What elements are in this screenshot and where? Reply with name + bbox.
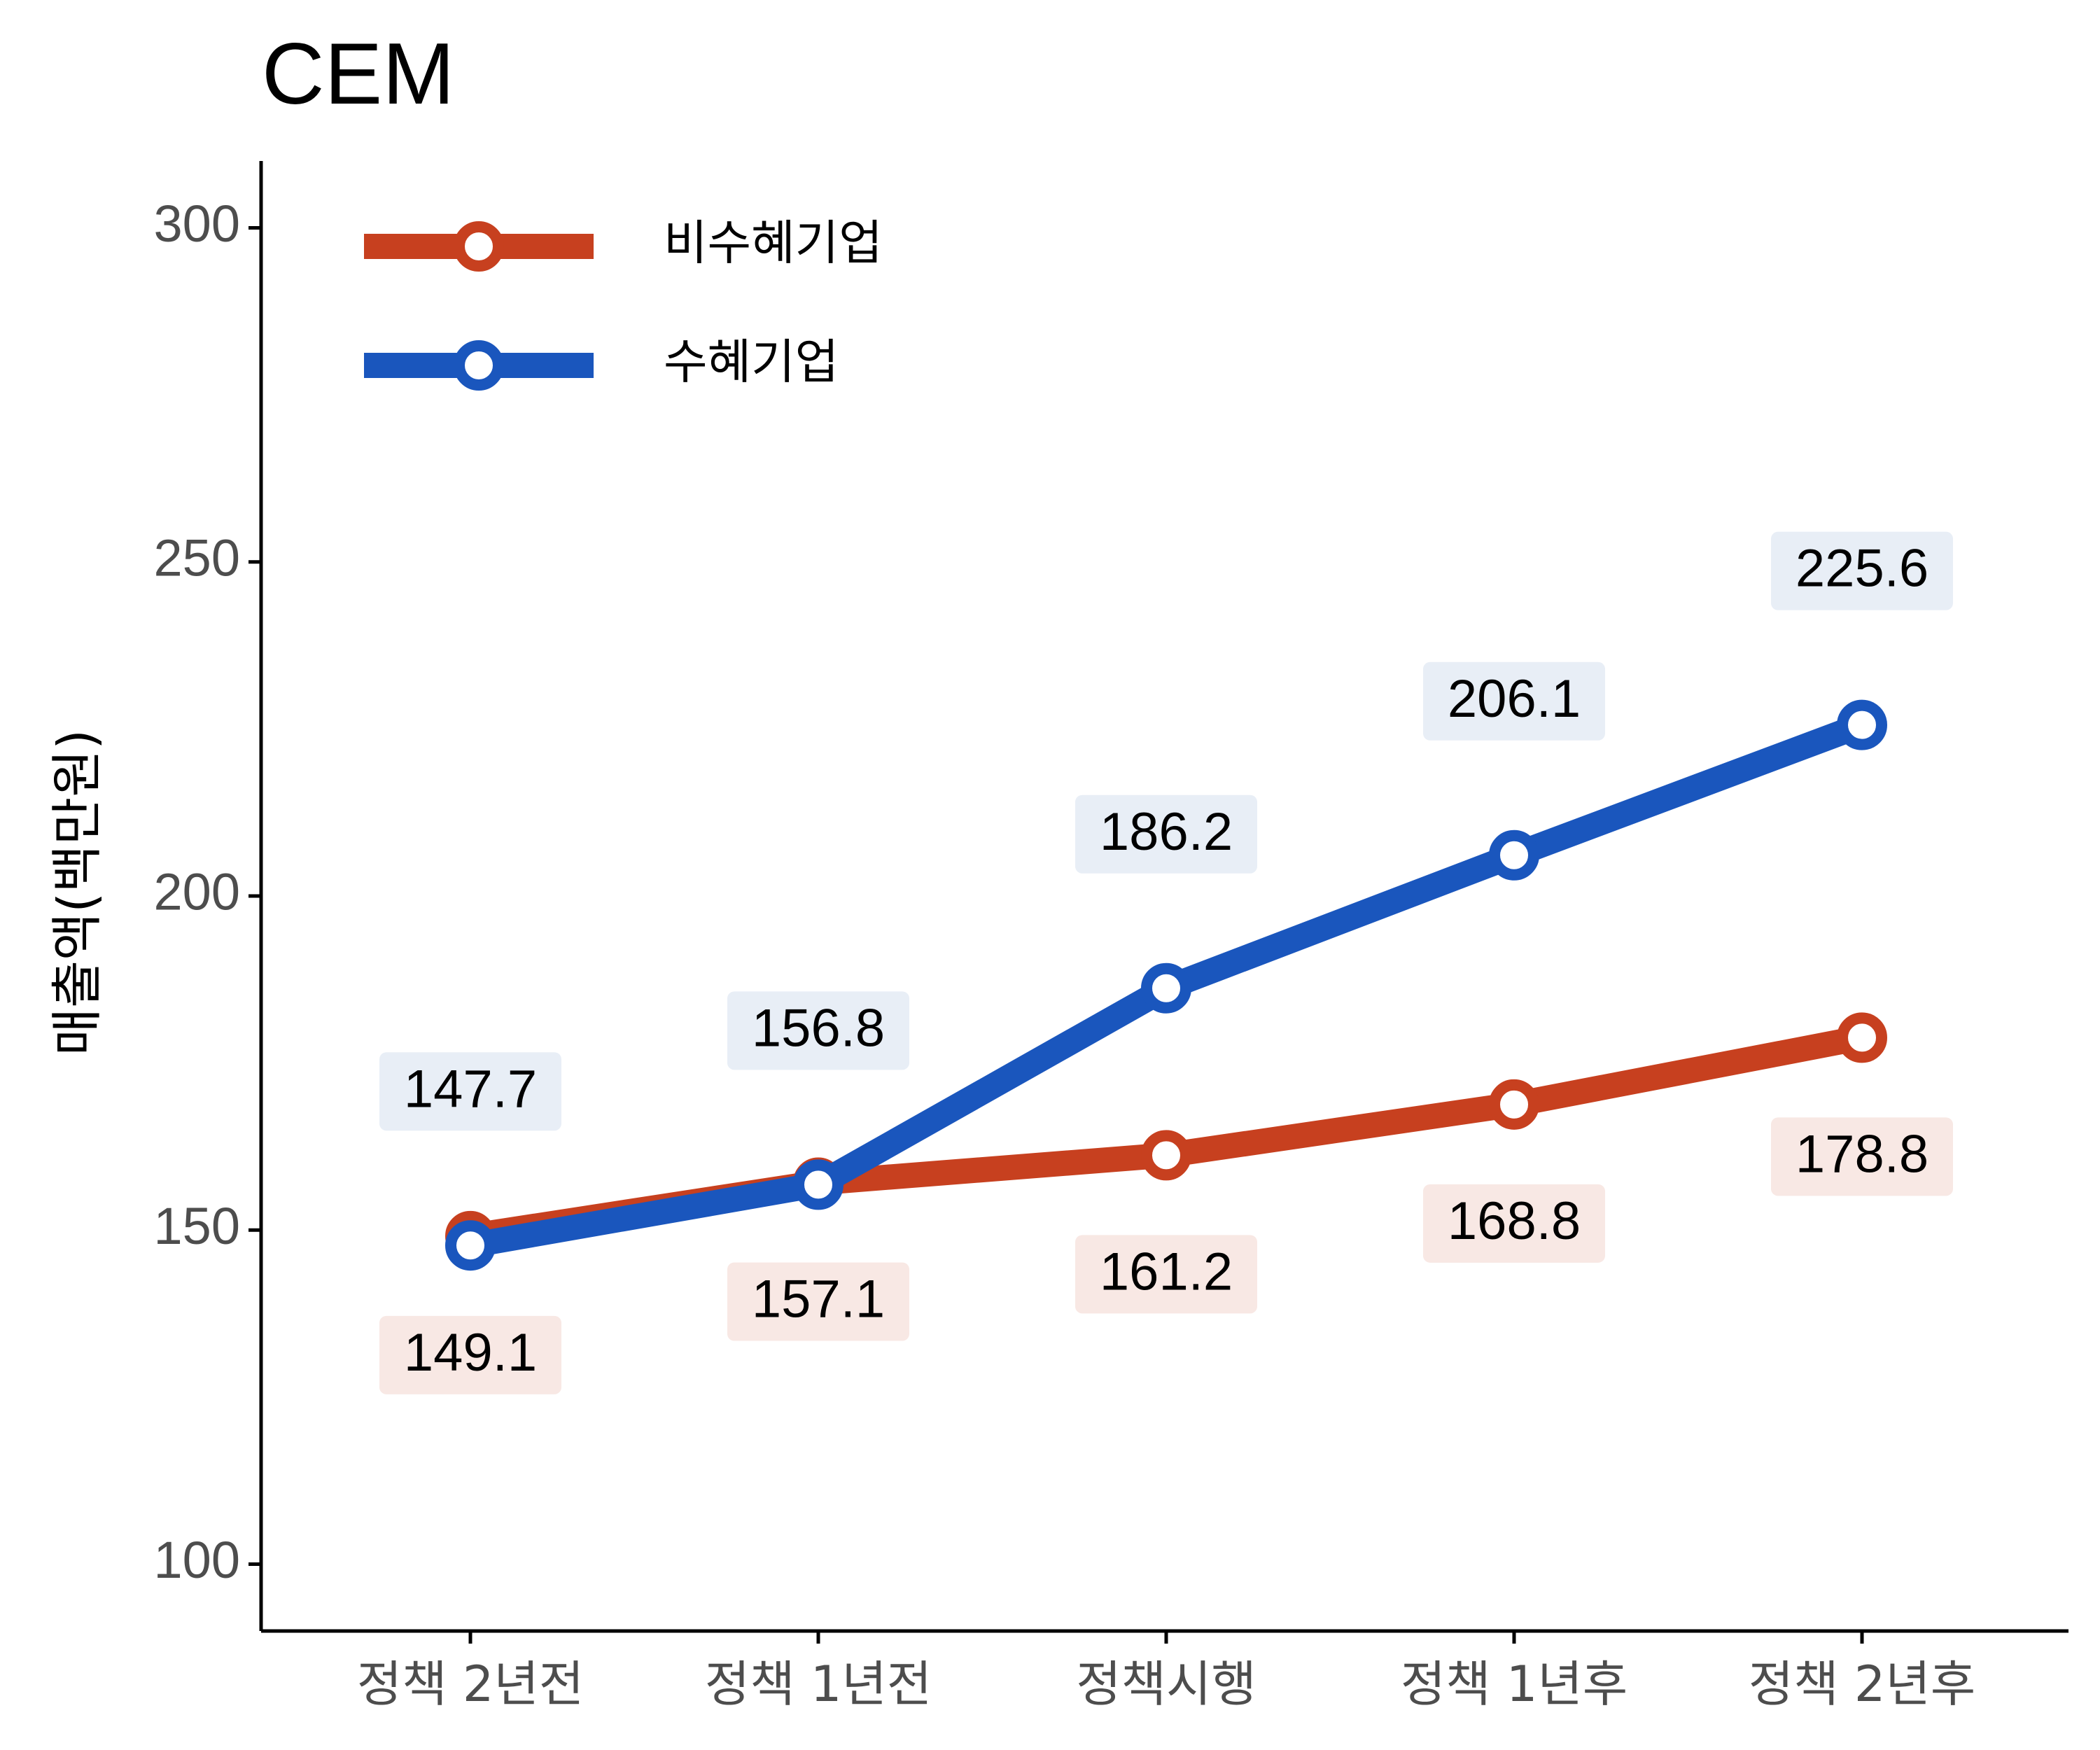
data-point [1141,1130,1191,1181]
data-label-box [1771,1117,1953,1196]
legend-key-point [454,221,504,272]
data-label: 156.8 [752,998,885,1058]
y-tick-label: 100 [154,1531,240,1589]
x-tick-label: 정책 2년후 [1749,1656,1975,1713]
data-label: 147.7 [404,1059,537,1119]
data-point [1489,830,1539,881]
y-tick-label: 200 [154,863,240,921]
data-label-box [379,1315,561,1394]
data-label: 186.2 [1100,802,1233,862]
data-label: 149.1 [404,1323,537,1382]
data-label: 225.6 [1795,539,1928,598]
chart-title: CEM [262,26,455,122]
y-tick-label: 150 [154,1197,240,1255]
axes [259,161,2068,1633]
x-tick-label: 정책 1년후 [1401,1656,1628,1713]
data-point [1837,1012,1887,1063]
legend-label: 비수혜기업 [664,216,883,272]
data-label: 161.2 [1100,1242,1233,1301]
x-ticks: 정책 2년전 정책 1년전 정책시행 정책 1년후 정책 2년후 [357,1631,1975,1713]
data-point [1489,1079,1539,1130]
data-label-box [727,1262,909,1341]
legend-item: 비수혜기업 [364,216,883,272]
data-point [1141,962,1191,1014]
data-point [1837,699,1887,750]
data-label-box [1423,662,1605,741]
data-label-box [1771,531,1953,610]
data-label: 178.8 [1795,1124,1928,1184]
x-tick-label: 정책 2년전 [357,1656,584,1713]
y-tick-label: 300 [154,195,240,253]
data-labels: 149.1 157.1 161.2 168.8 178.8 147.7 156.8 186.2… [379,531,1953,1394]
series-beneficiary [445,699,1887,1271]
data-point [793,1159,844,1210]
legend-item: 수혜기업 [364,335,839,391]
data-label-box [1423,1184,1605,1263]
series-layer [445,699,1887,1271]
y-ticks: 100 150 200 250 300 [154,195,261,1589]
data-label: 157.1 [752,1270,885,1329]
data-label: 168.8 [1448,1191,1581,1251]
data-point [445,1220,496,1271]
data-label: 206.1 [1448,669,1581,729]
y-tick-label: 250 [154,528,240,587]
data-label-box [727,991,909,1070]
y-axis-label: 매출액(백만원) [48,729,108,1056]
legend-label: 수혜기업 [664,335,839,391]
data-label-box [1075,1235,1257,1314]
x-tick-label: 정책시행 [1076,1656,1256,1713]
data-label-box [1075,794,1257,874]
data-label-box [379,1052,561,1131]
legend-key-point [454,340,504,391]
x-tick-label: 정책 1년전 [705,1656,932,1713]
